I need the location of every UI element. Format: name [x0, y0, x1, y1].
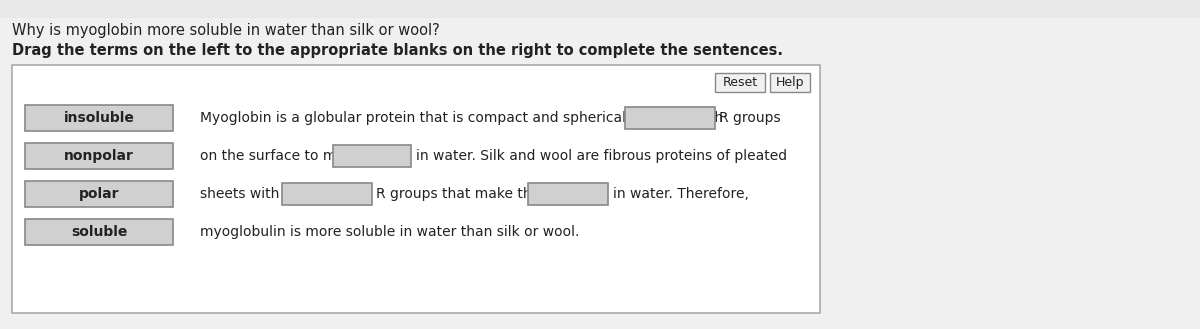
FancyBboxPatch shape — [282, 183, 372, 205]
Text: Drag the terms on the left to the appropriate blanks on the right to complete th: Drag the terms on the left to the approp… — [12, 42, 784, 58]
Text: Reset: Reset — [722, 76, 757, 89]
Text: in water. Silk and wool are fibrous proteins of pleated: in water. Silk and wool are fibrous prot… — [416, 149, 787, 163]
FancyBboxPatch shape — [528, 183, 608, 205]
Text: myoglobulin is more soluble in water than silk or wool.: myoglobulin is more soluble in water tha… — [200, 225, 580, 239]
Text: R groups that make them: R groups that make them — [376, 187, 553, 201]
Text: R groups: R groups — [719, 111, 781, 125]
Text: nonpolar: nonpolar — [64, 149, 134, 163]
Text: Help: Help — [775, 76, 804, 89]
Text: in water. Therefore,: in water. Therefore, — [613, 187, 749, 201]
FancyBboxPatch shape — [25, 219, 173, 245]
Text: on the surface to make it: on the surface to make it — [200, 149, 374, 163]
FancyBboxPatch shape — [25, 143, 173, 169]
FancyBboxPatch shape — [25, 181, 173, 207]
Text: insoluble: insoluble — [64, 111, 134, 125]
Text: polar: polar — [79, 187, 119, 201]
FancyBboxPatch shape — [334, 145, 410, 167]
Text: Why is myoglobin more soluble in water than silk or wool?: Why is myoglobin more soluble in water t… — [12, 22, 439, 38]
FancyBboxPatch shape — [625, 107, 715, 129]
FancyBboxPatch shape — [715, 73, 766, 92]
FancyBboxPatch shape — [25, 105, 173, 131]
Text: sheets with many: sheets with many — [200, 187, 323, 201]
FancyBboxPatch shape — [0, 0, 1200, 18]
Text: soluble: soluble — [71, 225, 127, 239]
FancyBboxPatch shape — [12, 65, 820, 313]
FancyBboxPatch shape — [770, 73, 810, 92]
Text: Myoglobin is a globular protein that is compact and spherical in shape with: Myoglobin is a globular protein that is … — [200, 111, 724, 125]
